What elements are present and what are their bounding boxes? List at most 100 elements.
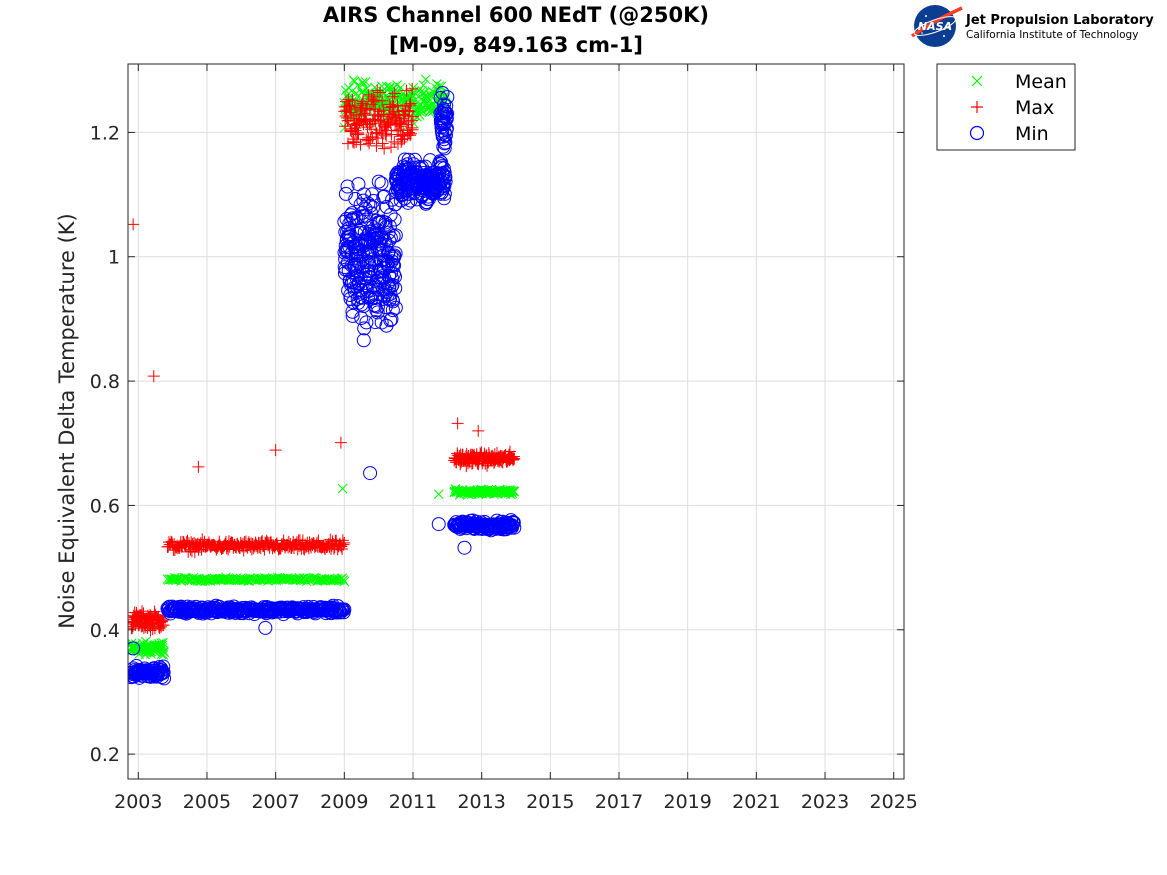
series-max (128, 82, 521, 637)
plot-frame (127, 63, 905, 780)
min-point (343, 229, 358, 244)
min-point (388, 281, 403, 296)
min-point (359, 315, 374, 330)
x-tick-label: 2025 (870, 791, 918, 813)
max-point (388, 87, 401, 100)
y-tick-label: 0.4 (90, 620, 120, 642)
min-point (388, 300, 403, 315)
min-point (352, 256, 367, 271)
max-point (406, 123, 419, 136)
max-point (128, 218, 140, 231)
max-point (385, 141, 398, 154)
min-point (335, 603, 350, 618)
min-point (440, 106, 455, 121)
y-axis-label: Noise Equivalent Delta Temperature (K) (55, 213, 79, 629)
min-point (157, 671, 172, 686)
nasa-meatball-icon: NASA (911, 5, 963, 47)
mean-point (509, 486, 520, 497)
x-tick-label: 2011 (389, 791, 437, 813)
min-point (387, 258, 402, 273)
mean-point (158, 650, 169, 660)
max-point (312, 534, 325, 547)
min-point (385, 277, 400, 292)
grid-lines (128, 64, 904, 779)
max-point (337, 538, 350, 551)
x-tick-label: 2007 (251, 791, 299, 813)
max-point (354, 138, 367, 151)
series-min (128, 86, 522, 686)
max-point (370, 139, 383, 152)
y-tick-label: 0.8 (90, 371, 120, 393)
x-tick-label: 2017 (595, 791, 643, 813)
legend-label-mean: Mean (1015, 71, 1067, 93)
min-point (345, 308, 360, 323)
mean-point (349, 76, 360, 87)
min-point (356, 247, 371, 262)
min-point (385, 303, 400, 318)
y-axis-ticks: 0.2 0.4 0.6 0.8 1 1.2 (90, 122, 904, 766)
jpl-logo: NASA Jet Propulsion Laboratory Californi… (911, 5, 1154, 47)
max-point (451, 417, 464, 430)
min-point (388, 269, 403, 284)
min-point (363, 198, 378, 213)
min-point (348, 192, 363, 207)
mean-point (140, 649, 151, 660)
legend-circle-marker-icon (969, 125, 985, 141)
data-marks (128, 74, 522, 686)
min-point (156, 659, 171, 674)
min-point (371, 174, 386, 189)
x-tick-label: 2021 (732, 791, 780, 813)
min-point (378, 215, 393, 230)
mean-point (506, 486, 517, 496)
min-point (438, 128, 453, 143)
min-point (376, 190, 391, 205)
mean-point (418, 80, 429, 90)
max-point (404, 97, 417, 110)
min-point (379, 199, 394, 214)
max-point (374, 86, 387, 99)
max-point (403, 99, 416, 112)
max-point (357, 95, 370, 108)
min-point (258, 620, 273, 635)
min-point (438, 170, 453, 185)
mean-point (159, 647, 169, 658)
x-tick-label: 2003 (114, 791, 162, 813)
legend-label-max: Max (1015, 97, 1054, 119)
min-point (387, 248, 402, 263)
max-point (364, 133, 377, 146)
x-tick-label: 2019 (664, 791, 712, 813)
max-point (348, 136, 361, 149)
min-point (388, 228, 403, 243)
mean-point (158, 637, 168, 648)
plot-area (128, 64, 904, 779)
max-point (404, 129, 417, 142)
max-point (378, 142, 391, 155)
mean-point (433, 489, 444, 500)
min-point (370, 223, 385, 238)
jpl-subtitle: California Institute of Technology (966, 29, 1138, 41)
max-point (375, 110, 388, 123)
legend-label-min: Min (1015, 123, 1049, 145)
x-tick-label: 2015 (526, 791, 574, 813)
chart-title-line1: AIRS Channel 600 NEdT (@250K) (323, 3, 709, 27)
min-point (435, 86, 450, 101)
max-point (192, 460, 205, 473)
mean-point (352, 80, 363, 91)
max-point (147, 370, 160, 383)
max-point (196, 533, 209, 546)
min-point (356, 333, 371, 348)
min-point (387, 212, 402, 227)
legend-plus-marker-icon (971, 101, 983, 113)
min-point (431, 517, 446, 532)
min-point (386, 257, 401, 272)
x-tick-label: 2005 (183, 791, 231, 813)
min-point (506, 515, 521, 530)
min-point (378, 300, 393, 315)
max-point (406, 110, 419, 123)
max-point (508, 452, 521, 465)
min-point (437, 136, 452, 151)
max-point (334, 436, 347, 449)
mean-point (357, 77, 368, 88)
min-point (374, 315, 389, 330)
min-point (438, 174, 453, 189)
